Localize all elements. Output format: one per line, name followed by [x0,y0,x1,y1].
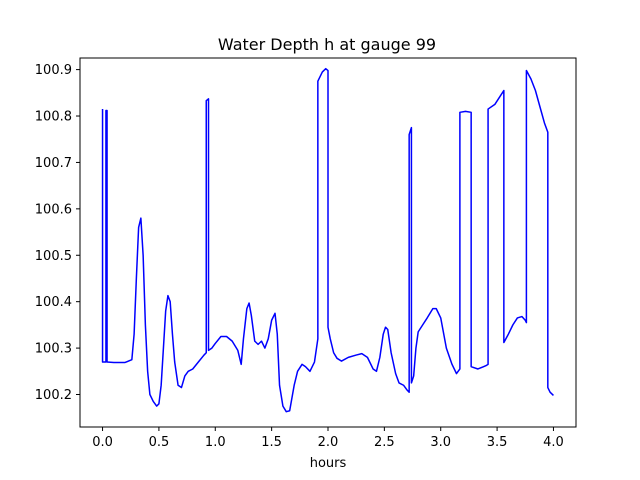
y-tick-label: 100.8 [35,110,72,125]
x-axis-label: hours [310,456,347,471]
x-tick-label: 1.0 [205,435,226,450]
y-tick-label: 100.5 [35,249,72,264]
y-tick-label: 100.2 [35,388,72,403]
series-line-0 [101,67,554,413]
x-axis: 0.0 0.5 1.0 1.5 2.0 2.5 3.0 3.5 4.0 [92,427,564,450]
x-tick-label: 2.0 [318,435,339,450]
x-tick-label: 0.0 [92,435,113,450]
plot-area [101,67,554,413]
y-tick-label: 100.7 [35,156,72,171]
x-tick-label: 3.5 [487,435,508,450]
y-tick-label: 100.6 [35,202,72,217]
y-tick-label: 100.3 [35,342,72,357]
y-tick-label: 100.4 [35,295,72,310]
x-tick-label: 2.5 [374,435,395,450]
y-axis: 100.2 100.3 100.4 100.5 100.6 100.7 100.8 100.9 [35,63,80,403]
x-tick-label: 4.0 [543,435,564,450]
x-tick-label: 1.5 [261,435,282,450]
x-tick-label: 3.0 [430,435,451,450]
x-tick-label: 0.5 [149,435,170,450]
y-tick-label: 100.9 [35,63,72,78]
chart-title: Water Depth h at gauge 99 [218,35,436,54]
